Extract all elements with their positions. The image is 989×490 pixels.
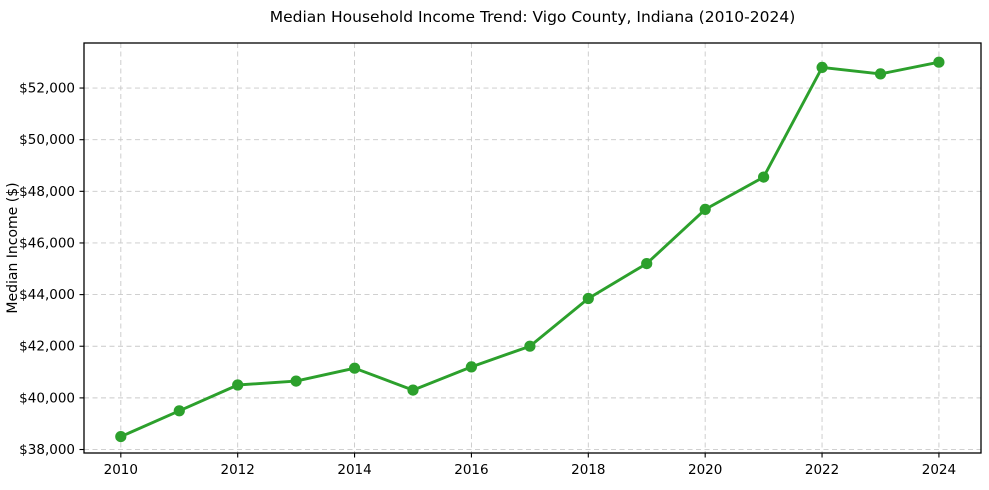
data-point-marker <box>290 375 302 387</box>
x-tick-label: 2022 <box>805 462 839 478</box>
y-tick-label: $48,000 <box>19 184 75 200</box>
x-tick-label: 2020 <box>688 462 722 478</box>
y-tick-label: $50,000 <box>19 132 75 148</box>
data-line <box>119 60 941 439</box>
data-point-marker <box>582 292 594 305</box>
data-point-marker <box>115 431 127 443</box>
x-tick-label: 2010 <box>104 462 138 478</box>
y-tick-label: $52,000 <box>19 81 75 97</box>
x-tick-label: 2012 <box>221 462 255 478</box>
data-point-marker <box>465 361 477 373</box>
data-point-marker <box>641 258 653 270</box>
data-point-marker <box>699 203 711 215</box>
y-tick-label: $38,000 <box>19 442 75 458</box>
y-tick-label: $46,000 <box>19 235 75 251</box>
x-tick-label: 2016 <box>454 462 488 478</box>
data-point-marker <box>524 340 536 352</box>
plot-frame <box>83 42 982 454</box>
x-tick-label: 2014 <box>337 462 371 478</box>
data-point-marker <box>816 61 828 73</box>
data-point-marker <box>232 379 244 391</box>
data-point-marker <box>349 362 361 374</box>
y-tick-label: $42,000 <box>19 339 75 355</box>
data-point-marker <box>933 56 945 68</box>
data-point-marker <box>407 384 419 396</box>
data-point-marker <box>874 68 887 80</box>
data-point-marker <box>758 171 770 183</box>
y-tick-label: $40,000 <box>19 390 75 406</box>
x-tick-label: 2024 <box>922 462 956 478</box>
y-tick-label: $44,000 <box>19 287 75 303</box>
data-point-marker <box>173 405 185 417</box>
x-tick-label: 2018 <box>571 462 605 478</box>
chart-title: Median Household Income Trend: Vigo Coun… <box>269 8 796 26</box>
